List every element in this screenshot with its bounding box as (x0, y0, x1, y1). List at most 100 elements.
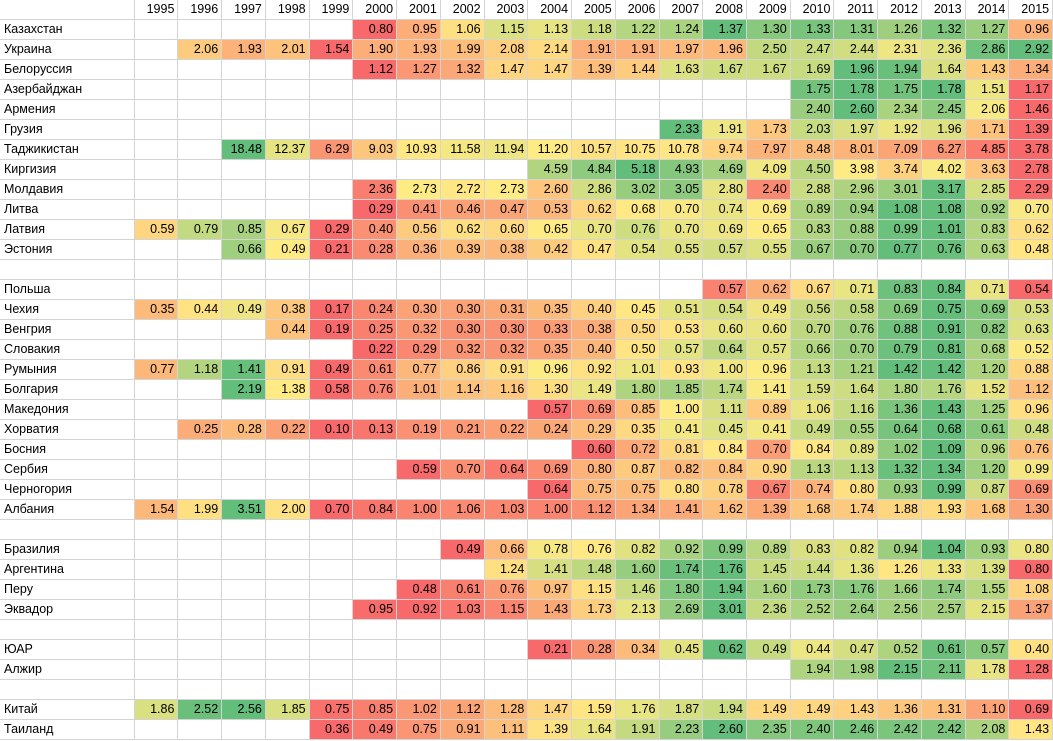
year-header-2007[interactable]: 2007 (659, 0, 704, 20)
value-cell[interactable]: 0.55 (746, 240, 791, 260)
value-cell[interactable]: 2.40 (790, 720, 835, 740)
value-cell[interactable] (178, 440, 223, 460)
value-cell[interactable]: 1.97 (659, 40, 704, 60)
value-cell[interactable] (572, 520, 616, 540)
value-cell[interactable]: 0.66 (222, 240, 266, 260)
value-cell[interactable]: 0.64 (528, 480, 573, 500)
value-cell[interactable]: 2.11 (921, 660, 966, 680)
value-cell[interactable]: 0.89 (790, 200, 835, 220)
value-cell[interactable] (834, 680, 879, 700)
value-cell[interactable]: 0.78 (528, 540, 573, 560)
value-cell[interactable]: 0.99 (878, 220, 922, 240)
value-cell[interactable]: 1.36 (878, 400, 922, 420)
value-cell[interactable] (834, 520, 879, 540)
value-cell[interactable] (265, 60, 310, 80)
value-cell[interactable]: 7.09 (878, 140, 922, 160)
value-cell[interactable]: 0.92 (572, 360, 616, 380)
country-name-cell[interactable]: Литва (0, 200, 135, 220)
value-cell[interactable] (484, 620, 529, 640)
value-cell[interactable]: 0.39 (440, 240, 485, 260)
value-cell[interactable]: 1.85 (659, 380, 704, 400)
value-cell[interactable]: 0.59 (397, 460, 441, 480)
value-cell[interactable]: 2.06 (965, 100, 1010, 120)
value-cell[interactable] (528, 100, 573, 120)
value-cell[interactable]: 2.40 (790, 100, 835, 120)
value-cell[interactable]: 2.14 (528, 40, 573, 60)
value-cell[interactable]: 0.21 (440, 420, 485, 440)
value-cell[interactable]: 0.89 (834, 440, 879, 460)
value-cell[interactable]: 0.30 (440, 300, 485, 320)
value-cell[interactable]: 0.53 (659, 320, 704, 340)
value-cell[interactable]: 1.59 (790, 380, 835, 400)
value-cell[interactable] (134, 240, 179, 260)
value-cell[interactable]: 1.41 (528, 560, 573, 580)
value-cell[interactable]: 1.20 (965, 360, 1010, 380)
value-cell[interactable]: 0.54 (1009, 280, 1053, 300)
value-cell[interactable] (222, 600, 266, 620)
value-cell[interactable]: 0.49 (790, 420, 835, 440)
country-name-cell[interactable] (0, 620, 135, 640)
value-cell[interactable] (265, 480, 310, 500)
value-cell[interactable] (222, 720, 266, 740)
value-cell[interactable]: 0.62 (1009, 220, 1053, 240)
value-cell[interactable]: 0.99 (921, 480, 966, 500)
value-cell[interactable]: 0.29 (572, 420, 616, 440)
value-cell[interactable] (397, 520, 441, 540)
value-cell[interactable]: 0.50 (615, 340, 660, 360)
value-cell[interactable] (222, 540, 266, 560)
value-cell[interactable]: 1.17 (1009, 80, 1053, 100)
value-cell[interactable] (178, 60, 223, 80)
value-cell[interactable] (134, 420, 179, 440)
value-cell[interactable]: 1.11 (703, 400, 747, 420)
value-cell[interactable]: 1.18 (572, 20, 616, 40)
value-cell[interactable] (222, 280, 266, 300)
value-cell[interactable] (309, 340, 354, 360)
value-cell[interactable]: 0.80 (572, 460, 616, 480)
value-cell[interactable] (484, 400, 529, 420)
value-cell[interactable]: 4.59 (528, 160, 573, 180)
value-cell[interactable]: 1.43 (834, 700, 879, 720)
value-cell[interactable]: 0.58 (309, 380, 354, 400)
value-cell[interactable] (134, 180, 179, 200)
value-cell[interactable]: 2.73 (397, 180, 441, 200)
value-cell[interactable] (397, 540, 441, 560)
value-cell[interactable]: 0.87 (965, 480, 1010, 500)
value-cell[interactable] (440, 660, 485, 680)
value-cell[interactable]: 0.49 (353, 720, 398, 740)
value-cell[interactable]: 0.57 (703, 280, 747, 300)
value-cell[interactable]: 1.64 (572, 720, 616, 740)
value-cell[interactable]: 1.98 (834, 660, 879, 680)
value-cell[interactable]: 0.55 (834, 420, 879, 440)
value-cell[interactable]: 1.96 (921, 120, 966, 140)
value-cell[interactable]: 0.84 (353, 500, 398, 520)
value-cell[interactable]: 0.97 (528, 580, 573, 600)
value-cell[interactable] (134, 60, 179, 80)
value-cell[interactable]: 0.22 (265, 420, 310, 440)
value-cell[interactable] (309, 200, 354, 220)
value-cell[interactable] (265, 660, 310, 680)
value-cell[interactable]: 1.45 (746, 560, 791, 580)
value-cell[interactable]: 0.70 (834, 340, 879, 360)
value-cell[interactable]: 1.39 (746, 500, 791, 520)
value-cell[interactable]: 0.80 (659, 480, 704, 500)
value-cell[interactable]: 2.60 (834, 100, 879, 120)
value-cell[interactable]: 2.23 (659, 720, 704, 740)
value-cell[interactable] (397, 560, 441, 580)
value-cell[interactable]: 1.36 (834, 560, 879, 580)
value-cell[interactable] (397, 480, 441, 500)
value-cell[interactable]: 2.03 (790, 120, 835, 140)
value-cell[interactable] (615, 680, 660, 700)
value-cell[interactable] (878, 520, 922, 540)
value-cell[interactable]: 0.40 (353, 220, 398, 240)
value-cell[interactable] (528, 440, 573, 460)
value-cell[interactable]: 1.54 (134, 500, 179, 520)
value-cell[interactable] (222, 640, 266, 660)
value-cell[interactable]: 2.60 (703, 720, 747, 740)
value-cell[interactable]: 1.96 (834, 60, 879, 80)
value-cell[interactable]: 0.50 (615, 320, 660, 340)
value-cell[interactable] (572, 620, 616, 640)
value-cell[interactable] (528, 80, 573, 100)
value-cell[interactable] (265, 20, 310, 40)
value-cell[interactable] (528, 620, 573, 640)
value-cell[interactable]: 1.74 (834, 500, 879, 520)
